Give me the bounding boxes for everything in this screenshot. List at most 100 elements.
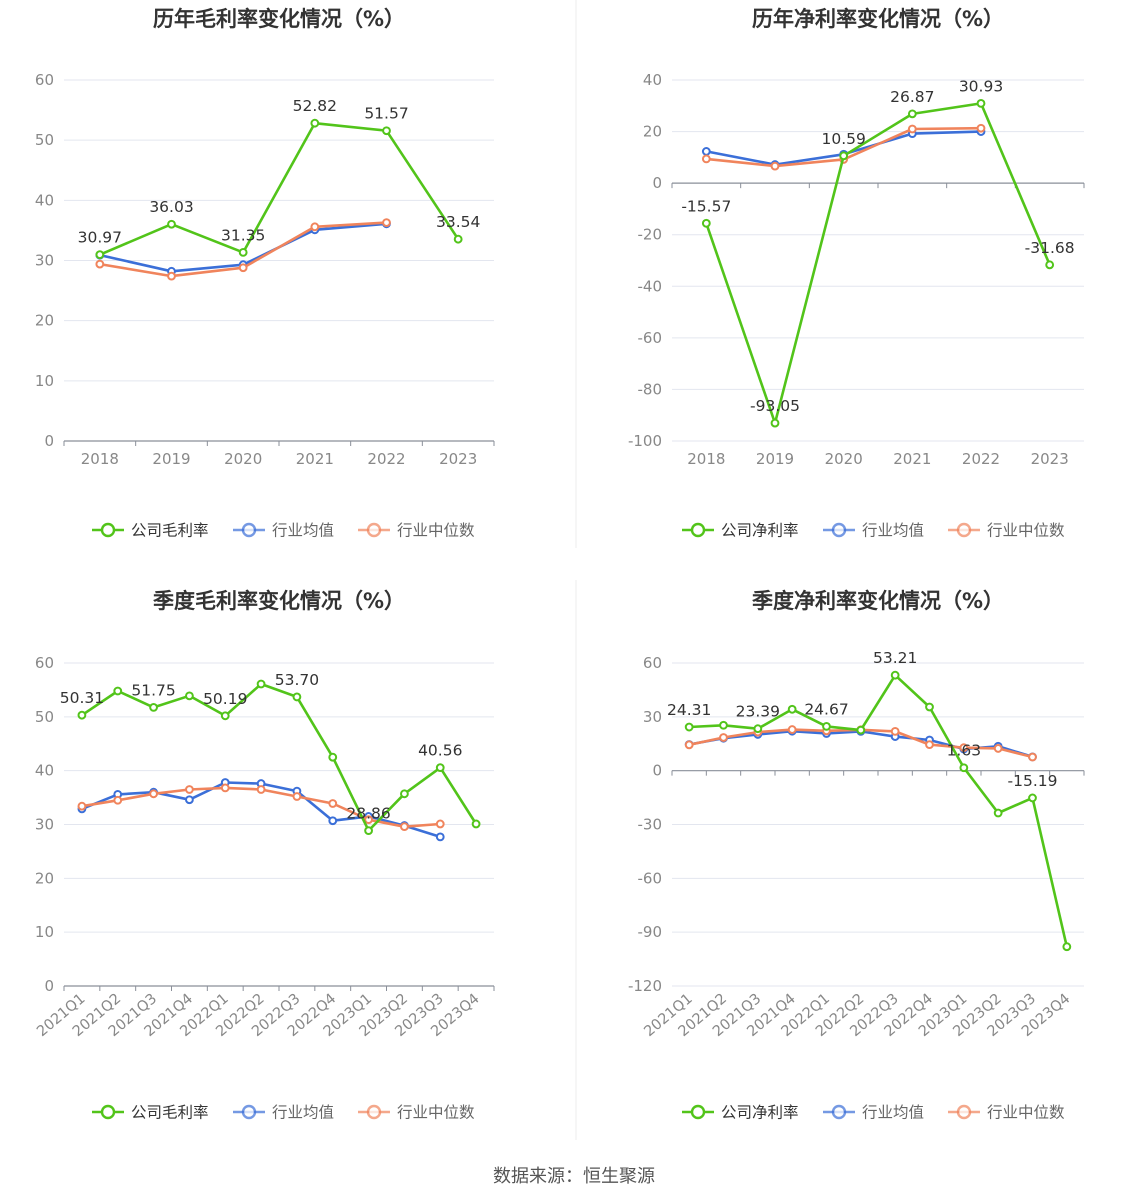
data-point bbox=[993, 808, 1003, 818]
y-tick-label: 50 bbox=[35, 131, 54, 149]
data-label: 40.56 bbox=[418, 742, 462, 760]
legend-label: 公司净利率 bbox=[721, 522, 799, 540]
data-label: 36.03 bbox=[149, 198, 193, 216]
data-point bbox=[435, 832, 445, 842]
data-point bbox=[719, 720, 728, 730]
data-point bbox=[770, 161, 780, 171]
data-point bbox=[719, 733, 728, 742]
y-tick-label: 30 bbox=[35, 816, 54, 834]
data-point bbox=[149, 703, 158, 712]
legend-swatch-marker bbox=[690, 522, 706, 538]
chart-title: 历年净利率变化情况（%） bbox=[752, 7, 1004, 31]
y-tick-label: -60 bbox=[638, 869, 663, 887]
x-tick-label: 2023 bbox=[1031, 450, 1069, 468]
y-tick-label: 0 bbox=[44, 432, 54, 450]
x-tick-label: 2023 bbox=[439, 450, 477, 468]
legend-label: 公司净利率 bbox=[721, 1104, 799, 1122]
y-tick-label: 10 bbox=[35, 372, 54, 390]
data-label: 23.39 bbox=[736, 703, 780, 721]
legend-item-avg: 行业均值 bbox=[233, 1104, 334, 1122]
legend-swatch-marker bbox=[366, 522, 382, 538]
data-point bbox=[753, 724, 763, 734]
series-company bbox=[95, 118, 463, 260]
data-point bbox=[1028, 793, 1037, 803]
y-tick-label: 50 bbox=[35, 708, 54, 726]
data-label: 24.67 bbox=[804, 700, 848, 718]
data-point bbox=[925, 740, 934, 750]
legend-item-median: 行业中位数 bbox=[358, 522, 475, 540]
data-label: 52.82 bbox=[293, 97, 337, 115]
data-point bbox=[95, 259, 105, 269]
chart-panel-2: 历年净利率变化情况（%） -100 -80 -60 -40 -20 0 20 40 2018 201… bbox=[628, 7, 1085, 540]
data-label: 24.31 bbox=[667, 701, 711, 719]
data-point bbox=[256, 785, 266, 794]
data-point bbox=[684, 722, 694, 732]
legend-item-median: 行业中位数 bbox=[948, 1104, 1065, 1122]
data-label: 31.35 bbox=[221, 226, 265, 244]
data-point bbox=[890, 726, 900, 736]
data-point bbox=[839, 151, 849, 161]
legend-swatch-marker bbox=[956, 1104, 972, 1120]
y-tick-label: 20 bbox=[35, 869, 54, 887]
data-point bbox=[925, 702, 934, 712]
x-tick-label: 2022 bbox=[367, 450, 405, 468]
data-point bbox=[993, 744, 1003, 753]
legend-item-avg: 行业均值 bbox=[823, 522, 924, 540]
data-label: 30.93 bbox=[959, 77, 1003, 95]
data-point bbox=[856, 725, 866, 735]
data-label: -15.19 bbox=[1008, 772, 1058, 790]
data-point bbox=[238, 247, 248, 257]
legend-item-median: 行业中位数 bbox=[358, 1104, 475, 1122]
y-tick-label: -100 bbox=[628, 432, 662, 450]
data-label: 28.86 bbox=[346, 805, 390, 823]
data-point bbox=[256, 679, 266, 689]
y-tick-label: 30 bbox=[35, 252, 54, 270]
legend-item-company: 公司净利率 bbox=[682, 522, 799, 540]
legend-swatch-marker bbox=[100, 522, 116, 538]
data-point bbox=[310, 118, 320, 128]
legend-item-median: 行业中位数 bbox=[948, 522, 1065, 540]
data-point bbox=[701, 218, 711, 228]
data-point bbox=[95, 250, 105, 260]
data-point bbox=[364, 826, 373, 836]
data-point bbox=[890, 670, 900, 680]
data-point bbox=[185, 785, 194, 794]
data-label: 30.97 bbox=[78, 229, 122, 247]
data-point bbox=[113, 795, 123, 805]
data-point bbox=[382, 218, 391, 227]
data-point bbox=[364, 815, 373, 825]
data-point bbox=[976, 123, 986, 133]
data-point bbox=[77, 801, 87, 811]
legend: 公司净利率 行业均值 行业中位数 bbox=[682, 1104, 1065, 1122]
y-tick-label: 60 bbox=[643, 654, 662, 672]
data-label: 51.57 bbox=[364, 105, 408, 123]
y-tick-label: 60 bbox=[35, 654, 54, 672]
legend-item-company: 公司净利率 bbox=[682, 1104, 799, 1122]
data-point bbox=[185, 691, 194, 701]
legend-swatch-marker bbox=[690, 1104, 706, 1120]
series-median bbox=[95, 218, 391, 281]
legend-label: 行业中位数 bbox=[397, 522, 475, 540]
data-point bbox=[310, 222, 320, 232]
y-tick-label: -80 bbox=[638, 380, 663, 398]
legend-label: 行业均值 bbox=[862, 522, 924, 540]
data-point bbox=[959, 763, 969, 773]
chart-title: 季度净利率变化情况（%） bbox=[752, 589, 1004, 613]
data-point bbox=[684, 740, 694, 750]
y-tick-label: 30 bbox=[643, 708, 662, 726]
data-point bbox=[185, 795, 194, 805]
data-point bbox=[1028, 752, 1037, 762]
y-tick-label: -120 bbox=[628, 977, 662, 995]
data-point bbox=[328, 816, 338, 826]
legend-swatch-marker bbox=[241, 522, 257, 538]
data-point bbox=[328, 799, 338, 808]
data-point bbox=[959, 743, 969, 753]
y-tick-label: -20 bbox=[638, 226, 663, 244]
data-label: -93.05 bbox=[750, 397, 800, 415]
legend-label: 行业中位数 bbox=[397, 1104, 475, 1122]
data-label: -15.57 bbox=[681, 197, 731, 215]
data-label: 51.75 bbox=[131, 681, 175, 699]
data-point bbox=[382, 126, 391, 136]
series-company bbox=[684, 670, 1072, 952]
